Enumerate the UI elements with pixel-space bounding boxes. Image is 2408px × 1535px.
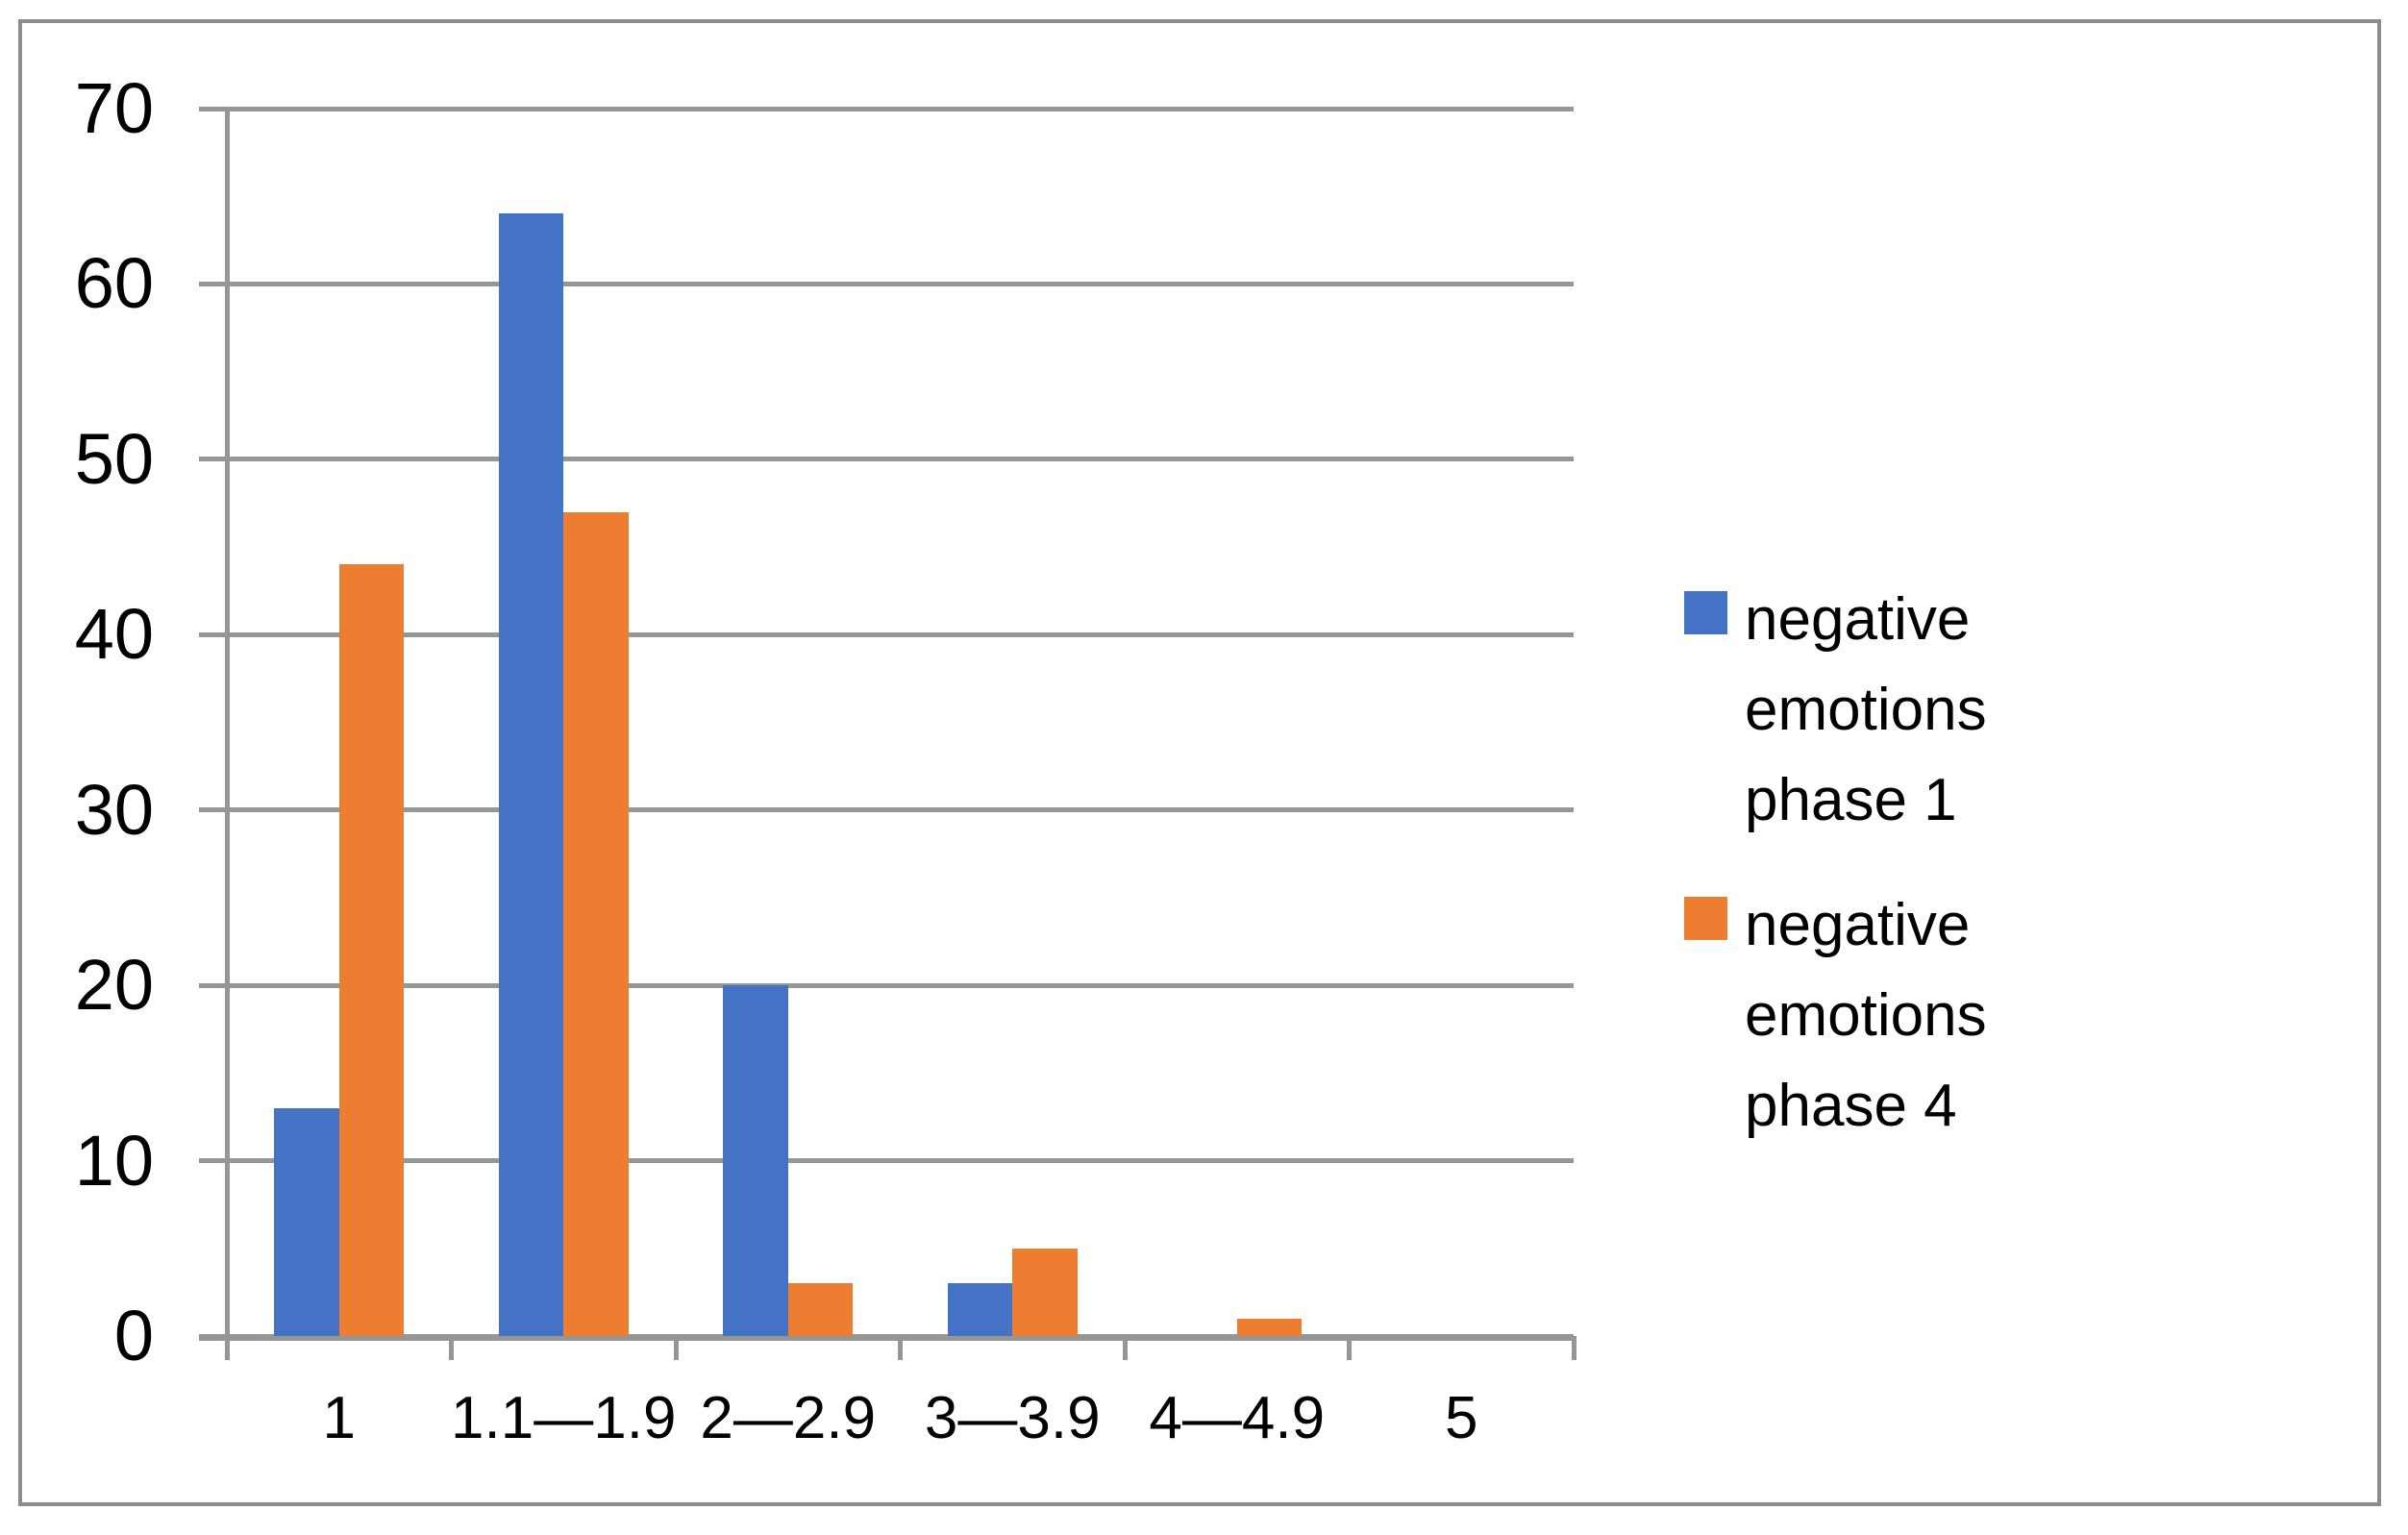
bar-negative-emotions-phase-1-cat-1.1—1.9: [498, 213, 564, 1336]
x-axis-line: [199, 1336, 1574, 1341]
x-axis-tick: [1122, 1336, 1128, 1360]
y-axis-tick-label: 20: [74, 945, 154, 1026]
y-axis-tick-label: 30: [74, 769, 154, 850]
y-gridline: [199, 457, 1574, 462]
legend-item-phase-1: negative emotions phase 1: [1684, 575, 2030, 846]
y-gridline: [199, 982, 1574, 988]
bar-negative-emotions-phase-4-cat-4—4.9: [1236, 1318, 1303, 1336]
y-axis-tick-label: 60: [74, 243, 154, 324]
y-gridline: [199, 1158, 1574, 1164]
bar-negative-emotions-phase-1-cat-2—2.9: [723, 985, 788, 1336]
x-axis-category-label: 3—3.9: [924, 1385, 1101, 1451]
y-gridline: [199, 807, 1574, 813]
y-axis-tick-label: 40: [74, 594, 154, 675]
x-axis-tick: [449, 1336, 454, 1360]
y-axis-tick-label: 50: [74, 418, 154, 499]
x-axis-tick: [898, 1336, 903, 1360]
y-axis-tick-label: 10: [74, 1120, 154, 1201]
bar-negative-emotions-phase-1-cat-3—3.9: [947, 1283, 1013, 1336]
y-gridline: [199, 631, 1574, 637]
legend-label-phase-1: negative emotions phase 1: [1745, 586, 1987, 833]
x-axis-category-label: 1.1—1.9: [451, 1385, 677, 1451]
x-axis-tick: [1571, 1336, 1576, 1360]
y-gridline: [199, 106, 1574, 111]
chart-border-frame: [18, 19, 2381, 1506]
x-axis-category-label: 2—2.9: [700, 1385, 877, 1451]
legend-label-phase-4: negative emotions phase 4: [1745, 892, 1987, 1139]
y-axis-tick-label: 70: [74, 68, 154, 148]
x-axis-category-label: 5: [1445, 1385, 1478, 1451]
bar-negative-emotions-phase-4-cat-2—2.9: [787, 1283, 854, 1336]
x-axis-tick: [673, 1336, 679, 1360]
legend-item-phase-4: negative emotions phase 4: [1684, 880, 2030, 1151]
y-axis-line: [224, 109, 230, 1360]
y-gridline: [199, 281, 1574, 286]
x-axis-category-label: 4—4.9: [1149, 1385, 1326, 1451]
bar-negative-emotions-phase-4-cat-1: [338, 564, 405, 1336]
bar-negative-emotions-phase-4-cat-3—3.9: [1012, 1248, 1078, 1336]
x-axis-tick: [1347, 1336, 1352, 1360]
bar-negative-emotions-phase-4-cat-1.1—1.9: [563, 511, 629, 1336]
legend-swatch-phase-1-icon: [1684, 591, 1727, 634]
legend-swatch-phase-4-icon: [1684, 897, 1727, 940]
x-axis-category-label: 1: [322, 1385, 356, 1451]
y-axis-tick-label: 0: [113, 1296, 154, 1375]
bar-negative-emotions-phase-1-cat-1: [274, 1107, 339, 1336]
